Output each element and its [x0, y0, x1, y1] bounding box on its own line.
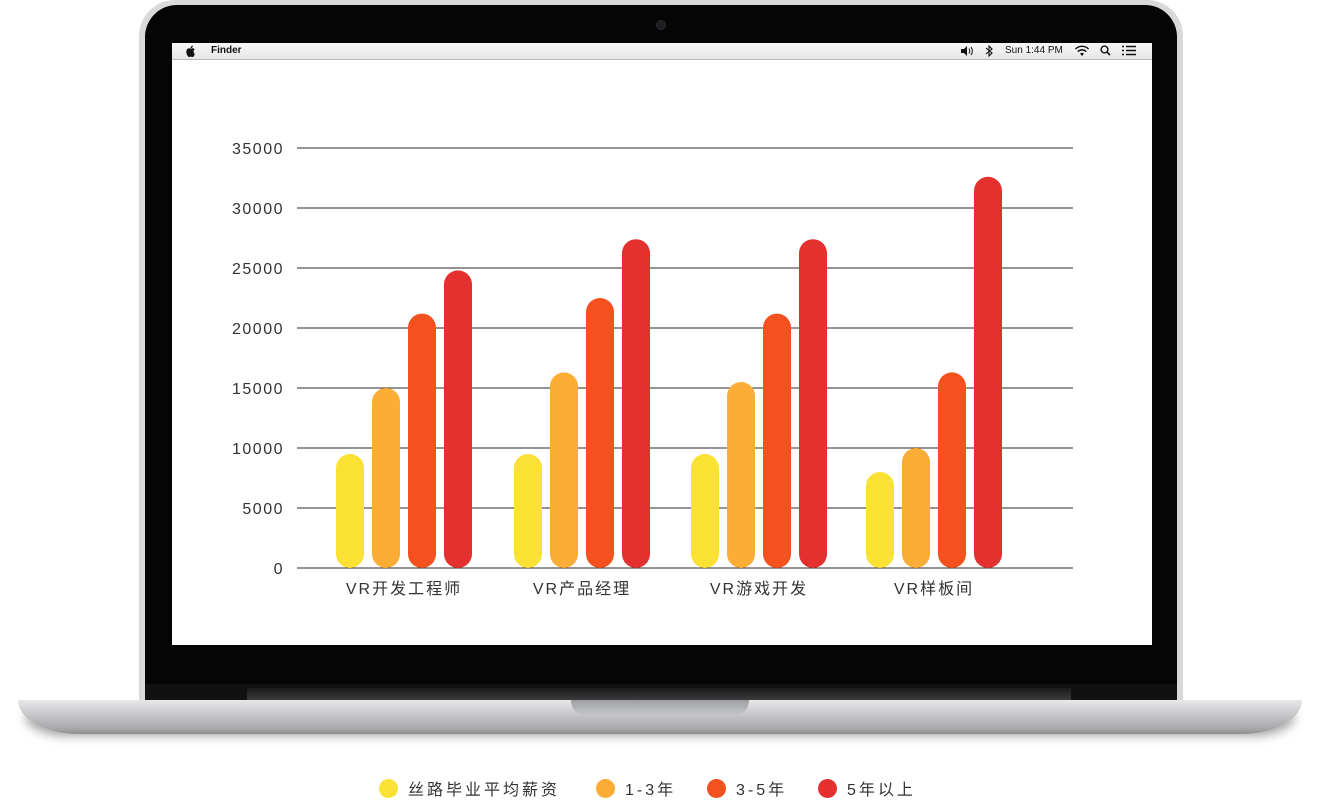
laptop-notch [571, 700, 749, 715]
legend-item: 5年以上 [818, 776, 916, 800]
bar-2-series-1 [514, 454, 542, 568]
legend-swatch [818, 778, 837, 798]
bar-2-series-2 [550, 372, 578, 568]
legend-label: 5年以上 [847, 782, 916, 799]
x-category-label: VR样板间 [894, 580, 974, 598]
clock-text[interactable]: Sun 1:44 PM [1005, 45, 1063, 56]
legend-label: 3-5年 [736, 782, 788, 799]
bar-4-series-2 [902, 448, 930, 568]
bar-4-series-4 [974, 176, 1002, 569]
y-tick-label: 15000 [232, 381, 284, 398]
bar-3-series-3 [763, 313, 791, 568]
bar-1-series-3 [408, 313, 436, 568]
y-tick-label: 20000 [232, 321, 284, 338]
bar-3-series-4 [799, 239, 827, 568]
bar-4-series-1 [866, 472, 894, 568]
y-tick-label: 5000 [242, 501, 284, 518]
camera-icon [657, 21, 665, 29]
menu-bar: Finder Sun 1:44 PM [172, 43, 1152, 60]
y-tick-label: 25000 [232, 261, 284, 278]
bluetooth-icon[interactable] [985, 44, 993, 63]
legend-swatch [707, 778, 726, 798]
legend-label: 丝路毕业平均薪资 [408, 782, 561, 799]
legend-item: 3-5年 [707, 776, 787, 800]
legend-swatch [379, 778, 398, 798]
x-category-label: VR开发工程师 [346, 580, 462, 598]
chart-legend: 丝路毕业平均薪资 1-3年 3-5年 5年以上 [0, 776, 1321, 800]
bar-1-series-4 [444, 270, 472, 568]
bar-2-series-4 [622, 239, 650, 568]
legend-item: 1-3年 [596, 776, 676, 800]
bar-2-series-3 [586, 298, 614, 568]
legend-swatch [596, 778, 615, 798]
bar-1-series-1 [336, 454, 364, 568]
legend-label: 1-3年 [625, 782, 677, 799]
x-category-label: VR产品经理 [533, 580, 631, 598]
bar-1-series-2 [372, 388, 400, 568]
bar-3-series-2 [727, 382, 755, 568]
bar-4-series-3 [938, 372, 966, 568]
x-category-label: VR游戏开发 [710, 580, 808, 598]
search-icon[interactable] [1100, 45, 1111, 62]
y-tick-label: 0 [274, 561, 284, 578]
volume-icon[interactable] [960, 46, 974, 62]
wifi-icon[interactable] [1074, 45, 1090, 63]
list-icon[interactable] [1122, 45, 1136, 62]
y-tick-label: 35000 [232, 141, 284, 158]
legend-item: 丝路毕业平均薪资 [379, 776, 560, 800]
laptop-hinge-bar [247, 688, 1071, 700]
bar-3-series-1 [691, 454, 719, 568]
apple-icon[interactable] [186, 45, 196, 63]
app-name-menu[interactable]: Finder [211, 45, 242, 56]
y-tick-label: 10000 [232, 441, 284, 458]
y-tick-label: 30000 [232, 201, 284, 218]
